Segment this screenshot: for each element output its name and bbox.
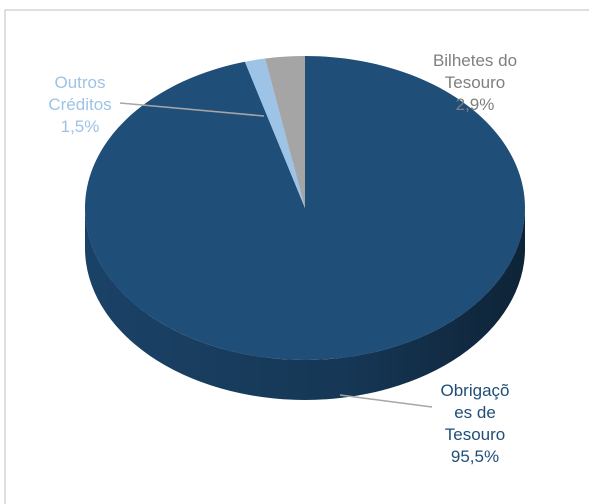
label-value: 1,5% [60, 117, 100, 136]
label-value: 95,5% [450, 447, 500, 466]
pie-slice [265, 56, 305, 208]
leader-line [339, 394, 433, 408]
data-label: Obrigações de Tesouro 95,5% [436, 380, 514, 468]
data-label: Bilhetes do Tesouro 2,9% [420, 50, 530, 116]
label-name: Obrigações de Tesouro [440, 381, 510, 444]
leader-line [119, 102, 265, 117]
label-value: 2,9% [455, 95, 495, 114]
data-label: Outros Créditos 1,5% [40, 72, 120, 138]
pie-side-shade [85, 208, 525, 400]
pie-slice [244, 58, 305, 208]
label-name: Outros Créditos [48, 73, 112, 114]
pie-slice [84, 56, 525, 361]
label-name: Bilhetes do Tesouro [432, 51, 518, 92]
frame [4, 9, 589, 504]
